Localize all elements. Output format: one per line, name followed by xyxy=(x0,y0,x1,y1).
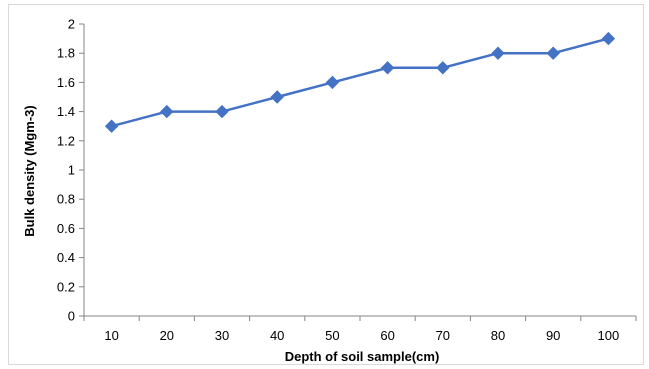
data-point-marker xyxy=(601,31,616,46)
x-tick-label: 50 xyxy=(325,328,339,343)
y-tick-label: 2 xyxy=(68,17,75,32)
y-tick-label: 0.4 xyxy=(57,250,75,265)
y-axis-title: Bulk density (Mgm-3) xyxy=(22,105,37,236)
data-point-marker xyxy=(546,46,560,60)
data-point-marker xyxy=(160,104,174,119)
x-tick-label: 100 xyxy=(598,328,620,343)
chart-frame xyxy=(8,4,644,365)
data-point-marker xyxy=(436,61,450,75)
y-tick-label: 0.6 xyxy=(57,221,75,236)
x-tick-label: 10 xyxy=(104,328,118,343)
x-tick-label: 60 xyxy=(380,328,394,343)
data-point-marker xyxy=(215,104,229,119)
x-tick-label: 20 xyxy=(160,328,174,343)
y-tick-label: 1.8 xyxy=(57,46,75,61)
data-point-marker xyxy=(270,90,284,104)
y-tick-label: 0 xyxy=(68,309,75,324)
y-tick-label: 0.8 xyxy=(57,192,75,207)
data-point-marker xyxy=(491,46,505,60)
data-point-marker xyxy=(325,75,340,90)
x-tick-label: 90 xyxy=(546,328,560,343)
y-tick-label: 1.4 xyxy=(57,104,75,119)
data-point-marker xyxy=(380,61,395,75)
x-tick-label: 40 xyxy=(270,328,284,343)
x-axis-title: Depth of soil sample(cm) xyxy=(285,349,440,364)
y-tick-label: 1 xyxy=(68,163,75,178)
y-tick-label: 1.2 xyxy=(57,133,75,148)
x-tick-label: 80 xyxy=(491,328,505,343)
x-tick-label: 70 xyxy=(436,328,450,343)
y-tick-label: 0.2 xyxy=(57,279,75,294)
y-tick-label: 1.6 xyxy=(57,75,75,90)
x-tick-label: 30 xyxy=(215,328,229,343)
data-point-marker xyxy=(104,119,119,133)
series-line xyxy=(111,37,609,128)
